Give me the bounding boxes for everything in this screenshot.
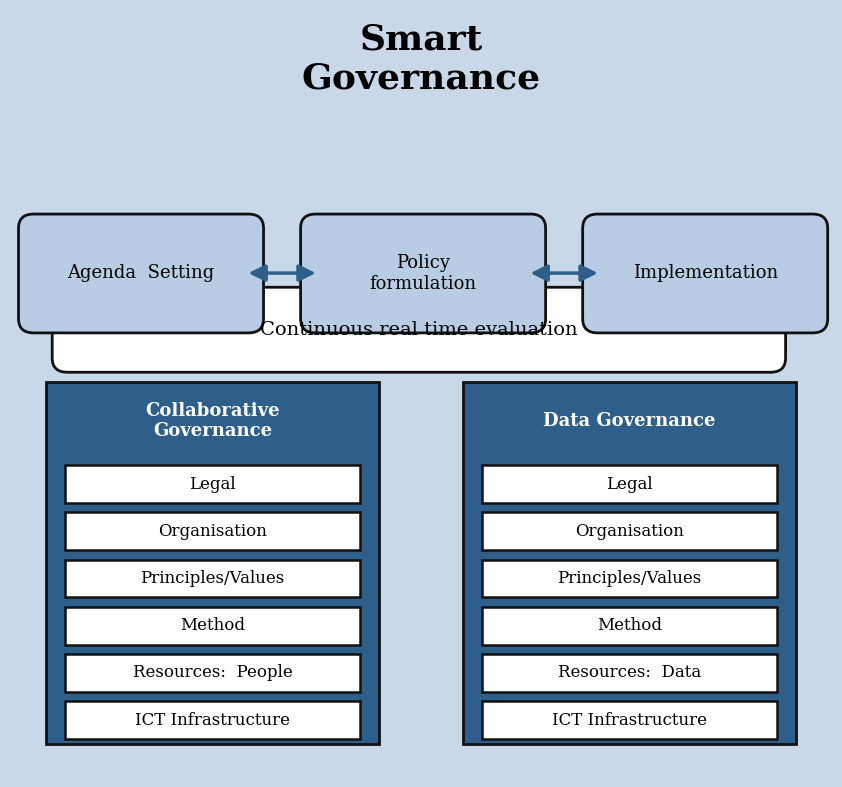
Text: Principles/Values: Principles/Values [557, 570, 701, 587]
FancyBboxPatch shape [65, 607, 360, 645]
FancyBboxPatch shape [482, 701, 777, 739]
Text: Continuous real time evaluation: Continuous real time evaluation [260, 321, 578, 338]
Text: ICT Infrastructure: ICT Infrastructure [135, 711, 290, 729]
FancyBboxPatch shape [65, 465, 360, 503]
Text: Smart
Governance: Smart Governance [301, 22, 541, 96]
FancyBboxPatch shape [482, 512, 777, 550]
FancyBboxPatch shape [301, 214, 546, 333]
Text: Legal: Legal [606, 475, 653, 493]
Text: Legal: Legal [189, 475, 236, 493]
Text: Agenda  Setting: Agenda Setting [67, 264, 215, 283]
FancyBboxPatch shape [482, 560, 777, 597]
Text: Organisation: Organisation [575, 523, 684, 540]
Text: Resources:  People: Resources: People [133, 664, 292, 682]
Text: Method: Method [597, 617, 662, 634]
Text: Method: Method [180, 617, 245, 634]
Text: ICT Infrastructure: ICT Infrastructure [552, 711, 707, 729]
FancyBboxPatch shape [65, 654, 360, 692]
FancyBboxPatch shape [46, 382, 379, 744]
FancyBboxPatch shape [65, 512, 360, 550]
Text: Implementation: Implementation [632, 264, 778, 283]
FancyBboxPatch shape [52, 287, 786, 372]
FancyBboxPatch shape [463, 382, 796, 744]
FancyBboxPatch shape [19, 214, 264, 333]
FancyBboxPatch shape [65, 701, 360, 739]
FancyBboxPatch shape [482, 654, 777, 692]
FancyBboxPatch shape [482, 607, 777, 645]
Text: Data Governance: Data Governance [543, 412, 716, 430]
FancyBboxPatch shape [583, 214, 828, 333]
Text: Principles/Values: Principles/Values [141, 570, 285, 587]
Text: Resources:  Data: Resources: Data [557, 664, 701, 682]
Text: Organisation: Organisation [158, 523, 267, 540]
FancyBboxPatch shape [65, 560, 360, 597]
Text: Collaborative
Governance: Collaborative Governance [146, 401, 280, 441]
FancyBboxPatch shape [482, 465, 777, 503]
Text: Policy
formulation: Policy formulation [370, 254, 477, 293]
